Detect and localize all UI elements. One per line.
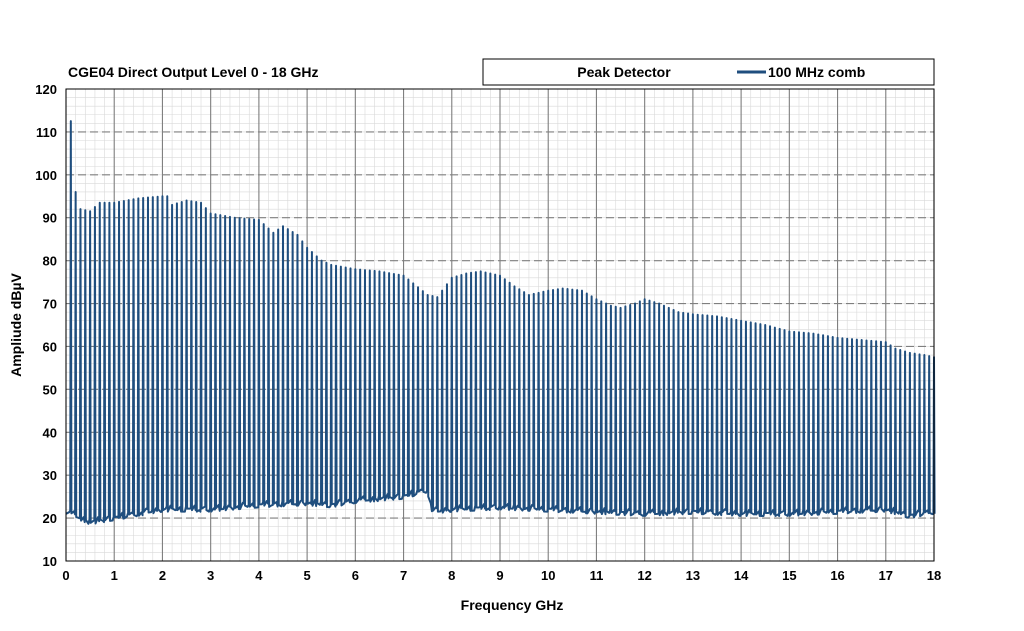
- x-tick-label: 17: [879, 568, 893, 583]
- y-axis-title: Ampliude dBµV: [8, 272, 24, 376]
- x-tick-label: 4: [255, 568, 263, 583]
- legend: Peak Detector 100 MHz comb: [482, 58, 935, 86]
- chart-title: CGE04 Direct Output Level 0 - 18 GHz: [68, 64, 319, 80]
- x-tick-label: 9: [496, 568, 503, 583]
- y-tick-label: 110: [36, 125, 57, 140]
- x-tick-label: 5: [303, 568, 310, 583]
- x-tick-label: 1: [111, 568, 118, 583]
- y-tick-label: 120: [35, 82, 57, 97]
- y-tick-label: 10: [43, 554, 57, 569]
- y-tick-label: 70: [43, 297, 57, 312]
- legend-box: [482, 58, 935, 86]
- y-axis-ticks: 10 20 30 40 50 60 70 80 90 100 110 120: [35, 82, 57, 569]
- x-tick-label: 8: [448, 568, 455, 583]
- x-tick-label: 18: [927, 568, 941, 583]
- y-tick-label: 60: [43, 339, 57, 354]
- y-tick-label: 40: [43, 425, 57, 440]
- x-axis-title: Frequency GHz: [461, 597, 564, 613]
- legend-series-label: 100 MHz comb: [768, 64, 865, 80]
- x-tick-label: 13: [686, 568, 700, 583]
- y-tick-label: 50: [43, 382, 57, 397]
- x-axis-ticks: 0 1 2 3 4 5 6 7 8 9 10 11 12 13 14 15 16 17 18: [62, 568, 941, 583]
- y-tick-label: 90: [43, 211, 57, 226]
- y-tick-label: 20: [43, 511, 57, 526]
- x-tick-label: 11: [590, 568, 604, 583]
- x-tick-label: 14: [734, 568, 749, 583]
- x-tick-label: 10: [541, 568, 555, 583]
- y-tick-label: 100: [35, 168, 57, 183]
- y-tick-label: 30: [43, 468, 57, 483]
- x-tick-label: 3: [207, 568, 214, 583]
- plot-border: [65, 88, 935, 562]
- x-tick-label: 12: [637, 568, 651, 583]
- x-tick-label: 7: [400, 568, 407, 583]
- x-tick-label: 15: [782, 568, 796, 583]
- series-100-mhz-comb: [65, 120, 936, 525]
- legend-detector-label: Peak Detector: [577, 64, 671, 80]
- x-tick-label: 2: [159, 568, 166, 583]
- series-line: [65, 120, 936, 525]
- x-tick-label: 6: [352, 568, 359, 583]
- x-tick-label: 16: [830, 568, 844, 583]
- y-tick-label: 80: [43, 254, 57, 269]
- x-tick-label: 0: [62, 568, 69, 583]
